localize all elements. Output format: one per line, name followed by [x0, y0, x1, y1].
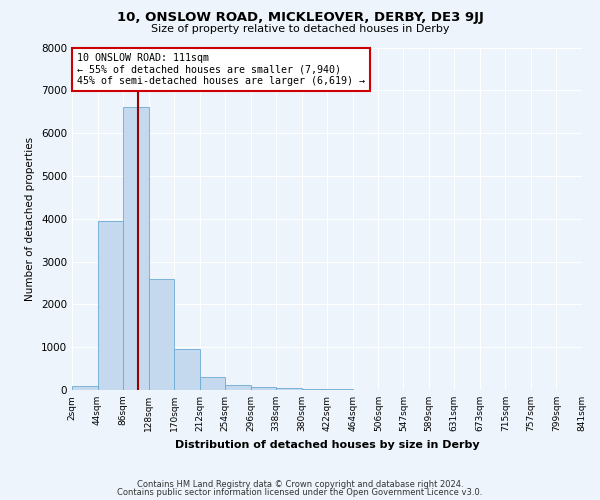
Bar: [123, 108, 149, 390]
Y-axis label: Number of detached properties: Number of detached properties: [25, 136, 35, 301]
Bar: [72, 386, 98, 390]
X-axis label: Distribution of detached houses by size in Derby: Distribution of detached houses by size …: [175, 440, 479, 450]
Text: Contains HM Land Registry data © Crown copyright and database right 2024.: Contains HM Land Registry data © Crown c…: [137, 480, 463, 489]
Bar: [302, 389, 328, 390]
Bar: [200, 377, 225, 390]
Bar: [225, 385, 251, 390]
Text: 10, ONSLOW ROAD, MICKLEOVER, DERBY, DE3 9JJ: 10, ONSLOW ROAD, MICKLEOVER, DERBY, DE3 …: [116, 12, 484, 24]
Bar: [174, 350, 200, 390]
Text: 10 ONSLOW ROAD: 111sqm
← 55% of detached houses are smaller (7,940)
45% of semi-: 10 ONSLOW ROAD: 111sqm ← 55% of detached…: [77, 52, 365, 86]
Bar: [98, 221, 123, 390]
Text: Contains public sector information licensed under the Open Government Licence v3: Contains public sector information licen…: [118, 488, 482, 497]
Bar: [149, 278, 174, 390]
Text: Size of property relative to detached houses in Derby: Size of property relative to detached ho…: [151, 24, 449, 34]
Bar: [276, 388, 302, 390]
Bar: [251, 386, 276, 390]
